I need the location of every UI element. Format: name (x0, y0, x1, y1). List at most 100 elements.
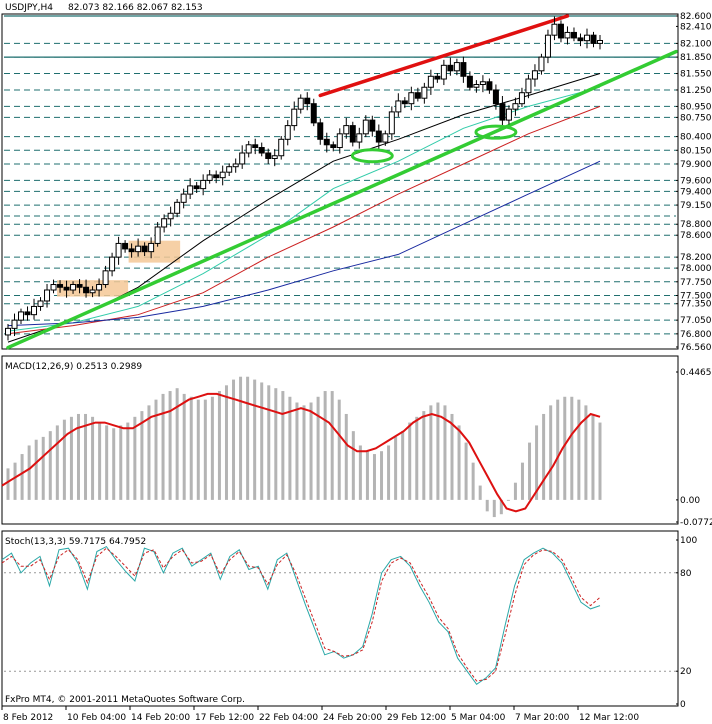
candle-body (505, 108, 512, 121)
macd-histogram-bar (112, 428, 116, 500)
stoch-y-tick-label: 20 (680, 667, 692, 677)
macd-histogram-bar (105, 425, 109, 500)
macd-histogram-bar (232, 379, 236, 500)
macd-histogram-bar (133, 416, 137, 500)
macd-histogram-bar (91, 416, 95, 500)
price-y-tick-label: 77.750 (680, 278, 712, 288)
candle-body (219, 171, 226, 179)
macd-histogram-bar (598, 422, 602, 500)
macd-histogram-bar (316, 396, 320, 500)
macd-histogram-bar (344, 413, 348, 500)
trendline (6, 49, 678, 350)
x-tick-label: 10 Feb 04:00 (67, 713, 126, 723)
stoch-y-axis: 100 80 20 0 (676, 536, 697, 710)
price-y-tick-label: 82.100 (680, 39, 712, 49)
macd-histogram-bar (154, 399, 158, 500)
candle-body (265, 152, 272, 159)
macd-histogram-bar (140, 411, 144, 500)
macd-y-axis: 0.4465 0.00 -0.0772 (676, 368, 712, 528)
price-y-tick-label: 80.400 (680, 133, 712, 143)
x-axis: 8 Feb 2012 10 Feb 04:00 14 Feb 20:00 17 Feb… (1, 706, 639, 723)
macd-histogram-bar (394, 436, 398, 500)
macd-histogram-bar (48, 431, 52, 500)
candle-body (401, 100, 408, 105)
candle-body (109, 256, 116, 272)
macd-histogram-bar (274, 388, 278, 500)
macd-histogram-bar (98, 422, 102, 500)
trendlines (6, 14, 678, 350)
price-y-tick-label: 80.150 (680, 146, 712, 156)
stoch-label: Stoch(13,3,3) 59.7175 64.7952 (5, 537, 146, 547)
candle-body (486, 81, 493, 91)
candle-body (167, 212, 174, 220)
candle-body (50, 284, 57, 291)
candle-body (297, 97, 304, 110)
macd-histogram-bar (330, 391, 334, 500)
candle-body (414, 92, 421, 99)
macd-histogram-bar (62, 419, 66, 500)
candle-body (590, 34, 597, 44)
candle-body (440, 64, 447, 80)
candle-body (245, 144, 252, 154)
macd-histogram-bar (499, 499, 503, 515)
macd-histogram-bar (34, 439, 38, 500)
candle-body (349, 125, 356, 143)
x-tick-label: 24 Feb 20:00 (323, 713, 382, 723)
candle-body (187, 185, 194, 195)
macd-histogram-bar (365, 451, 369, 500)
candle-body (83, 286, 90, 294)
candle-body (362, 119, 369, 135)
macd-histogram-bar (203, 399, 207, 500)
macd-histogram-bar (492, 499, 496, 518)
candle-body (239, 152, 246, 165)
price-y-tick-label: 78.600 (680, 231, 712, 241)
price-y-tick-label: 79.900 (680, 160, 712, 170)
candle-body (323, 138, 330, 146)
symbol-timeframe: USDJPY,H4 (5, 3, 53, 13)
candle-body (577, 37, 584, 42)
macd-histogram-bar (246, 376, 250, 500)
candle-body (5, 327, 11, 336)
macd-signal-line (1, 392, 601, 513)
stoch-y-tick-label: 0 (680, 700, 686, 710)
macd-histogram-bar (210, 396, 214, 500)
candle-body (382, 133, 389, 143)
copyright-label: FxPro MT4, © 2001-2011 MetaQuotes Softwa… (5, 695, 245, 705)
candle-body (310, 103, 317, 124)
stoch-main-line (1, 545, 601, 685)
price-y-tick-label: 82.600 (680, 12, 712, 22)
candle-body (518, 92, 525, 105)
candle-body (304, 97, 311, 105)
price-y-tick-label: 78.000 (680, 264, 712, 274)
price-y-tick-label: 80.750 (680, 113, 712, 123)
macd-histogram-bar (147, 405, 151, 500)
candle-body (453, 62, 460, 72)
candle-body (278, 138, 285, 157)
macd-histogram-bar (288, 396, 292, 500)
price-y-tick-label: 76.800 (680, 330, 712, 340)
moving-average-line (7, 160, 601, 327)
candle-body (102, 270, 109, 286)
stoch-signal-line (1, 547, 601, 682)
x-tick-label: 5 Mar 04:00 (451, 713, 506, 723)
macd-label: MACD(12,26,9) 0.2513 0.2989 (5, 362, 142, 372)
price-y-tick-label: 79.150 (680, 201, 712, 211)
candle-body (564, 31, 571, 39)
x-tick-label: 22 Feb 04:00 (259, 713, 318, 723)
macd-histogram-bar (351, 431, 355, 500)
macd-histogram-bar (84, 413, 88, 500)
candle-body (427, 75, 434, 88)
macd-histogram-bar (443, 405, 447, 500)
macd-histogram-bar (556, 399, 560, 500)
candle-body (499, 103, 506, 121)
macd-signal-line (1, 392, 601, 513)
macd-histogram-bar (408, 422, 412, 500)
candle-body (460, 62, 467, 77)
moving-average-line (7, 86, 601, 332)
x-tick-label: 14 Feb 20:00 (131, 713, 190, 723)
candle-body (538, 56, 545, 72)
candle-body (18, 311, 25, 321)
candle-body (597, 39, 603, 44)
candle-body (24, 311, 31, 316)
macd-histogram-bar (69, 416, 73, 500)
